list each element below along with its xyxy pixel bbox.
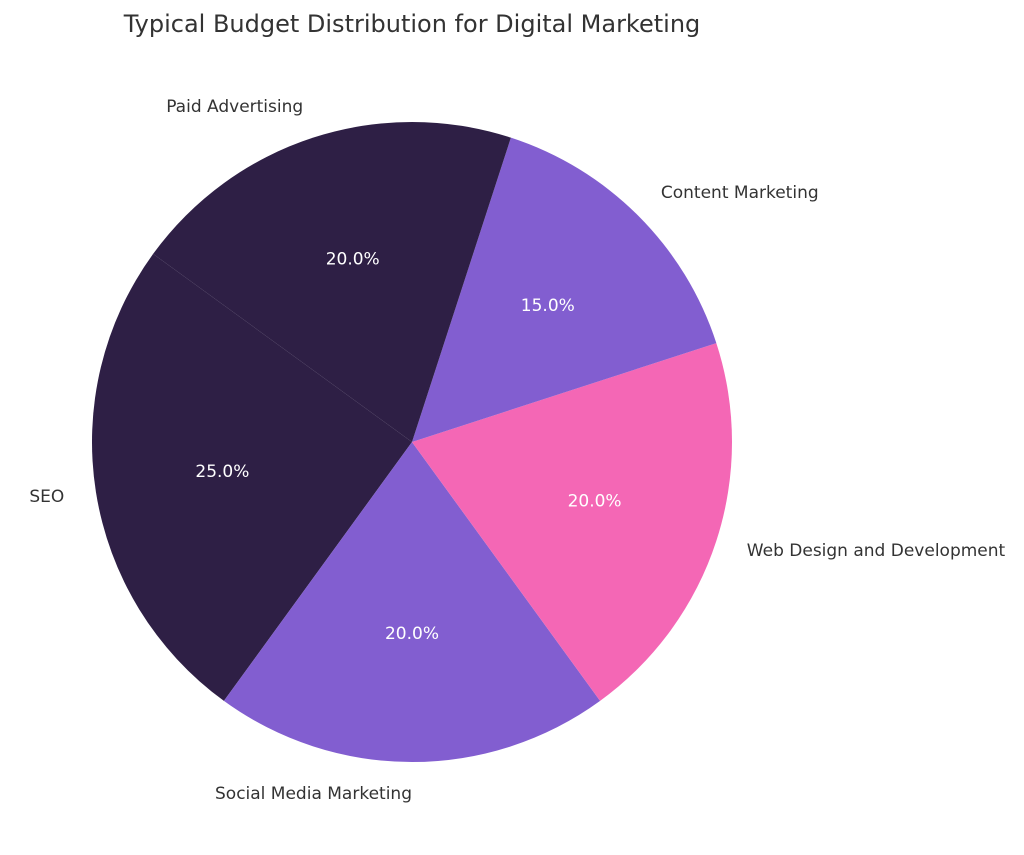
category-labels: SEO Social Media Marketing Web Design and … xyxy=(29,97,1005,804)
category-label-seo: SEO xyxy=(29,487,64,507)
chart-title: Typical Budget Distribution for Digital … xyxy=(123,10,701,38)
category-label-content-marketing: Content Marketing xyxy=(661,183,819,203)
pie-slice-social-media-marketing xyxy=(223,442,601,763)
pie-slice-paid-advertising xyxy=(153,121,511,442)
percentage-labels: 25.0% 20.0% 20.0% 15.0% 20.0% xyxy=(195,249,621,644)
pct-label-seo: 25.0% xyxy=(195,462,249,482)
category-label-paid-advertising: Paid Advertising xyxy=(166,97,303,117)
pct-label-social-media-marketing: 20.0% xyxy=(385,624,439,644)
pie-slice-content-marketing xyxy=(412,137,717,442)
pct-label-content-marketing: 15.0% xyxy=(521,296,575,316)
pct-label-paid-advertising: 20.0% xyxy=(326,249,380,269)
category-label-web-design-and-development: Web Design and Development xyxy=(747,541,1006,561)
pct-label-web-design-and-development: 20.0% xyxy=(568,491,622,511)
pie-slice-web-design-and-development xyxy=(412,343,733,701)
category-label-social-media-marketing: Social Media Marketing xyxy=(215,784,412,804)
pie-slice-seo xyxy=(91,253,413,701)
pie-slices xyxy=(91,121,733,763)
